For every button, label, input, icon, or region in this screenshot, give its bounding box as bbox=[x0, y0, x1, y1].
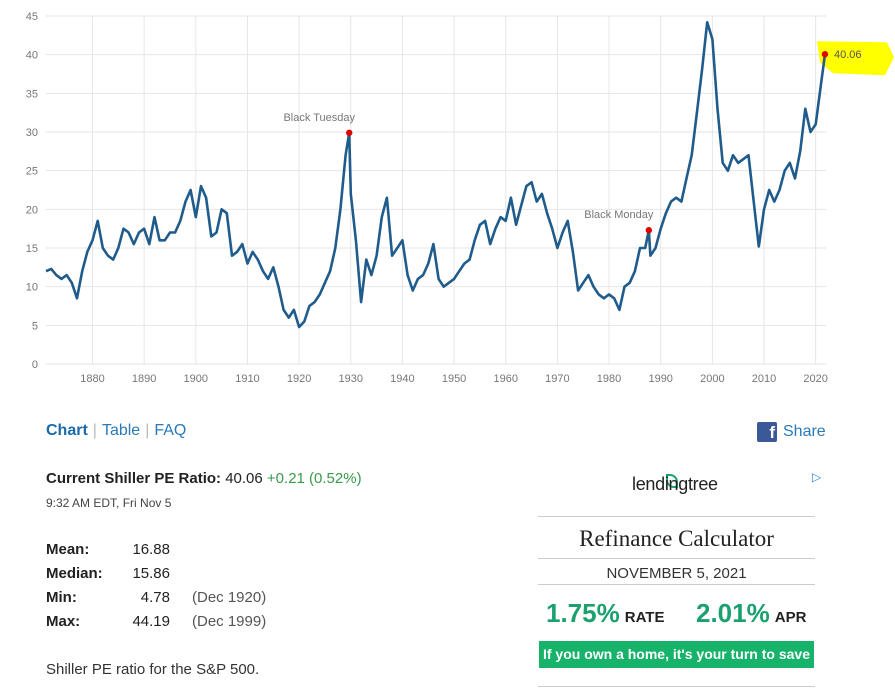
y-tick-label: 20 bbox=[26, 204, 38, 216]
tab-divider: | bbox=[145, 422, 150, 439]
apr-display: 2.01% APR bbox=[696, 598, 806, 629]
x-tick-label: 1950 bbox=[442, 373, 466, 385]
y-tick-label: 10 bbox=[26, 282, 38, 294]
rate-value: 1.75% bbox=[546, 598, 620, 628]
y-tick-label: 40 bbox=[26, 50, 38, 62]
rate-display: 1.75% RATE bbox=[546, 598, 664, 629]
stat-date: (Dec 1999) bbox=[192, 613, 267, 630]
x-tick-label: 1980 bbox=[597, 373, 621, 385]
stat-key: Median: bbox=[46, 565, 103, 582]
x-tick-label: 1910 bbox=[235, 373, 259, 385]
y-tick-label: 15 bbox=[26, 243, 38, 255]
x-tick-label: 2010 bbox=[752, 373, 776, 385]
stat-key: Max: bbox=[46, 613, 81, 630]
x-tick-label: 1920 bbox=[287, 373, 311, 385]
stat-value: 4.78 bbox=[140, 589, 170, 606]
stat-date: (Dec 1920) bbox=[192, 589, 267, 606]
stat-value: 15.86 bbox=[132, 565, 170, 582]
current-point-marker[interactable] bbox=[821, 51, 829, 58]
y-tick-label: 0 bbox=[32, 359, 38, 371]
ad-cta-button[interactable]: If you own a home, it's your turn to sav… bbox=[539, 641, 814, 668]
series-line bbox=[45, 21, 827, 329]
stat-value: 16.88 bbox=[132, 541, 170, 558]
tab-table[interactable]: Table bbox=[101, 422, 141, 439]
stat-key: Min: bbox=[46, 589, 77, 606]
share-button[interactable]: f Share bbox=[757, 422, 826, 442]
current-value: 40.06 bbox=[225, 470, 263, 487]
stats-table: Mean: 16.88 Median: 15.86 Min: 4.78 (Dec 192… bbox=[46, 541, 266, 637]
lendingtree-logo[interactable]: lendingtree bbox=[632, 474, 718, 494]
x-tick-label: 2000 bbox=[700, 373, 724, 385]
apr-value: 2.01% bbox=[696, 598, 770, 628]
x-tick-label: 1880 bbox=[80, 373, 104, 385]
stat-key: Mean: bbox=[46, 541, 90, 558]
apr-label: APR bbox=[774, 609, 807, 626]
x-axis: 1880 1890 1900 1910 1920 1930 1940 1950 1960 1970… bbox=[80, 373, 828, 385]
current-value-line: Current Shiller PE Ratio: 40.06 +0.21 (0… bbox=[46, 470, 362, 487]
tab-divider: | bbox=[92, 422, 97, 439]
x-tick-label: 1960 bbox=[493, 373, 517, 385]
facebook-icon: f bbox=[757, 422, 777, 442]
current-value-highlight bbox=[816, 41, 894, 76]
stat-row-max: Max: 44.19 (Dec 1999) bbox=[46, 613, 266, 637]
ad-date: NOVEMBER 5, 2021 bbox=[606, 565, 747, 582]
x-tick-label: 2020 bbox=[803, 373, 827, 385]
annotations: Black Tuesday Black Monday 40.06 bbox=[283, 49, 862, 234]
event-marker[interactable] bbox=[346, 129, 353, 136]
ad-divider bbox=[538, 686, 815, 687]
x-tick-label: 1970 bbox=[545, 373, 569, 385]
x-tick-label: 1990 bbox=[648, 373, 672, 385]
stat-row-mean: Mean: 16.88 bbox=[46, 541, 266, 565]
current-change: +0.21 (0.52%) bbox=[266, 470, 362, 487]
x-tick-label: 1940 bbox=[390, 373, 414, 385]
annotation-label: Black Tuesday bbox=[283, 112, 355, 124]
y-tick-label: 45 bbox=[26, 11, 38, 23]
adchoices-icon[interactable]: ▷ bbox=[812, 470, 822, 484]
stat-value: 44.19 bbox=[132, 613, 170, 630]
x-tick-label: 1930 bbox=[339, 373, 363, 385]
tab-chart[interactable]: Chart bbox=[46, 422, 88, 439]
y-tick-label: 5 bbox=[32, 320, 38, 332]
current-point-label: 40.06 bbox=[834, 49, 862, 61]
share-label: Share bbox=[783, 423, 826, 440]
stat-row-median: Median: 15.86 bbox=[46, 565, 266, 589]
chart-tabs: Chart | Table | FAQ bbox=[46, 422, 186, 440]
leaf-icon bbox=[666, 474, 678, 488]
y-tick-label: 35 bbox=[26, 88, 38, 100]
x-tick-label: 1900 bbox=[184, 373, 208, 385]
stat-row-min: Min: 4.78 (Dec 1920) bbox=[46, 589, 266, 613]
ad-title[interactable]: Refinance Calculator bbox=[579, 526, 774, 551]
x-tick-label: 1890 bbox=[132, 373, 156, 385]
tab-faq[interactable]: FAQ bbox=[154, 422, 187, 439]
current-label: Current Shiller PE Ratio: bbox=[46, 470, 222, 487]
timestamp: 9:32 AM EDT, Fri Nov 5 bbox=[46, 496, 172, 510]
description: Shiller PE ratio for the S&P 500. bbox=[46, 661, 260, 678]
y-tick-label: 25 bbox=[26, 166, 38, 178]
ad-divider bbox=[538, 558, 815, 559]
y-tick-label: 30 bbox=[26, 127, 38, 139]
chart-grid bbox=[46, 15, 826, 365]
rate-label: RATE bbox=[624, 609, 665, 626]
annotation-label: Black Monday bbox=[584, 209, 654, 221]
ad-divider bbox=[538, 516, 815, 517]
event-marker[interactable] bbox=[645, 227, 653, 234]
y-axis: 0 5 10 15 20 25 30 35 40 45 bbox=[26, 11, 38, 371]
ad-divider bbox=[538, 584, 815, 585]
